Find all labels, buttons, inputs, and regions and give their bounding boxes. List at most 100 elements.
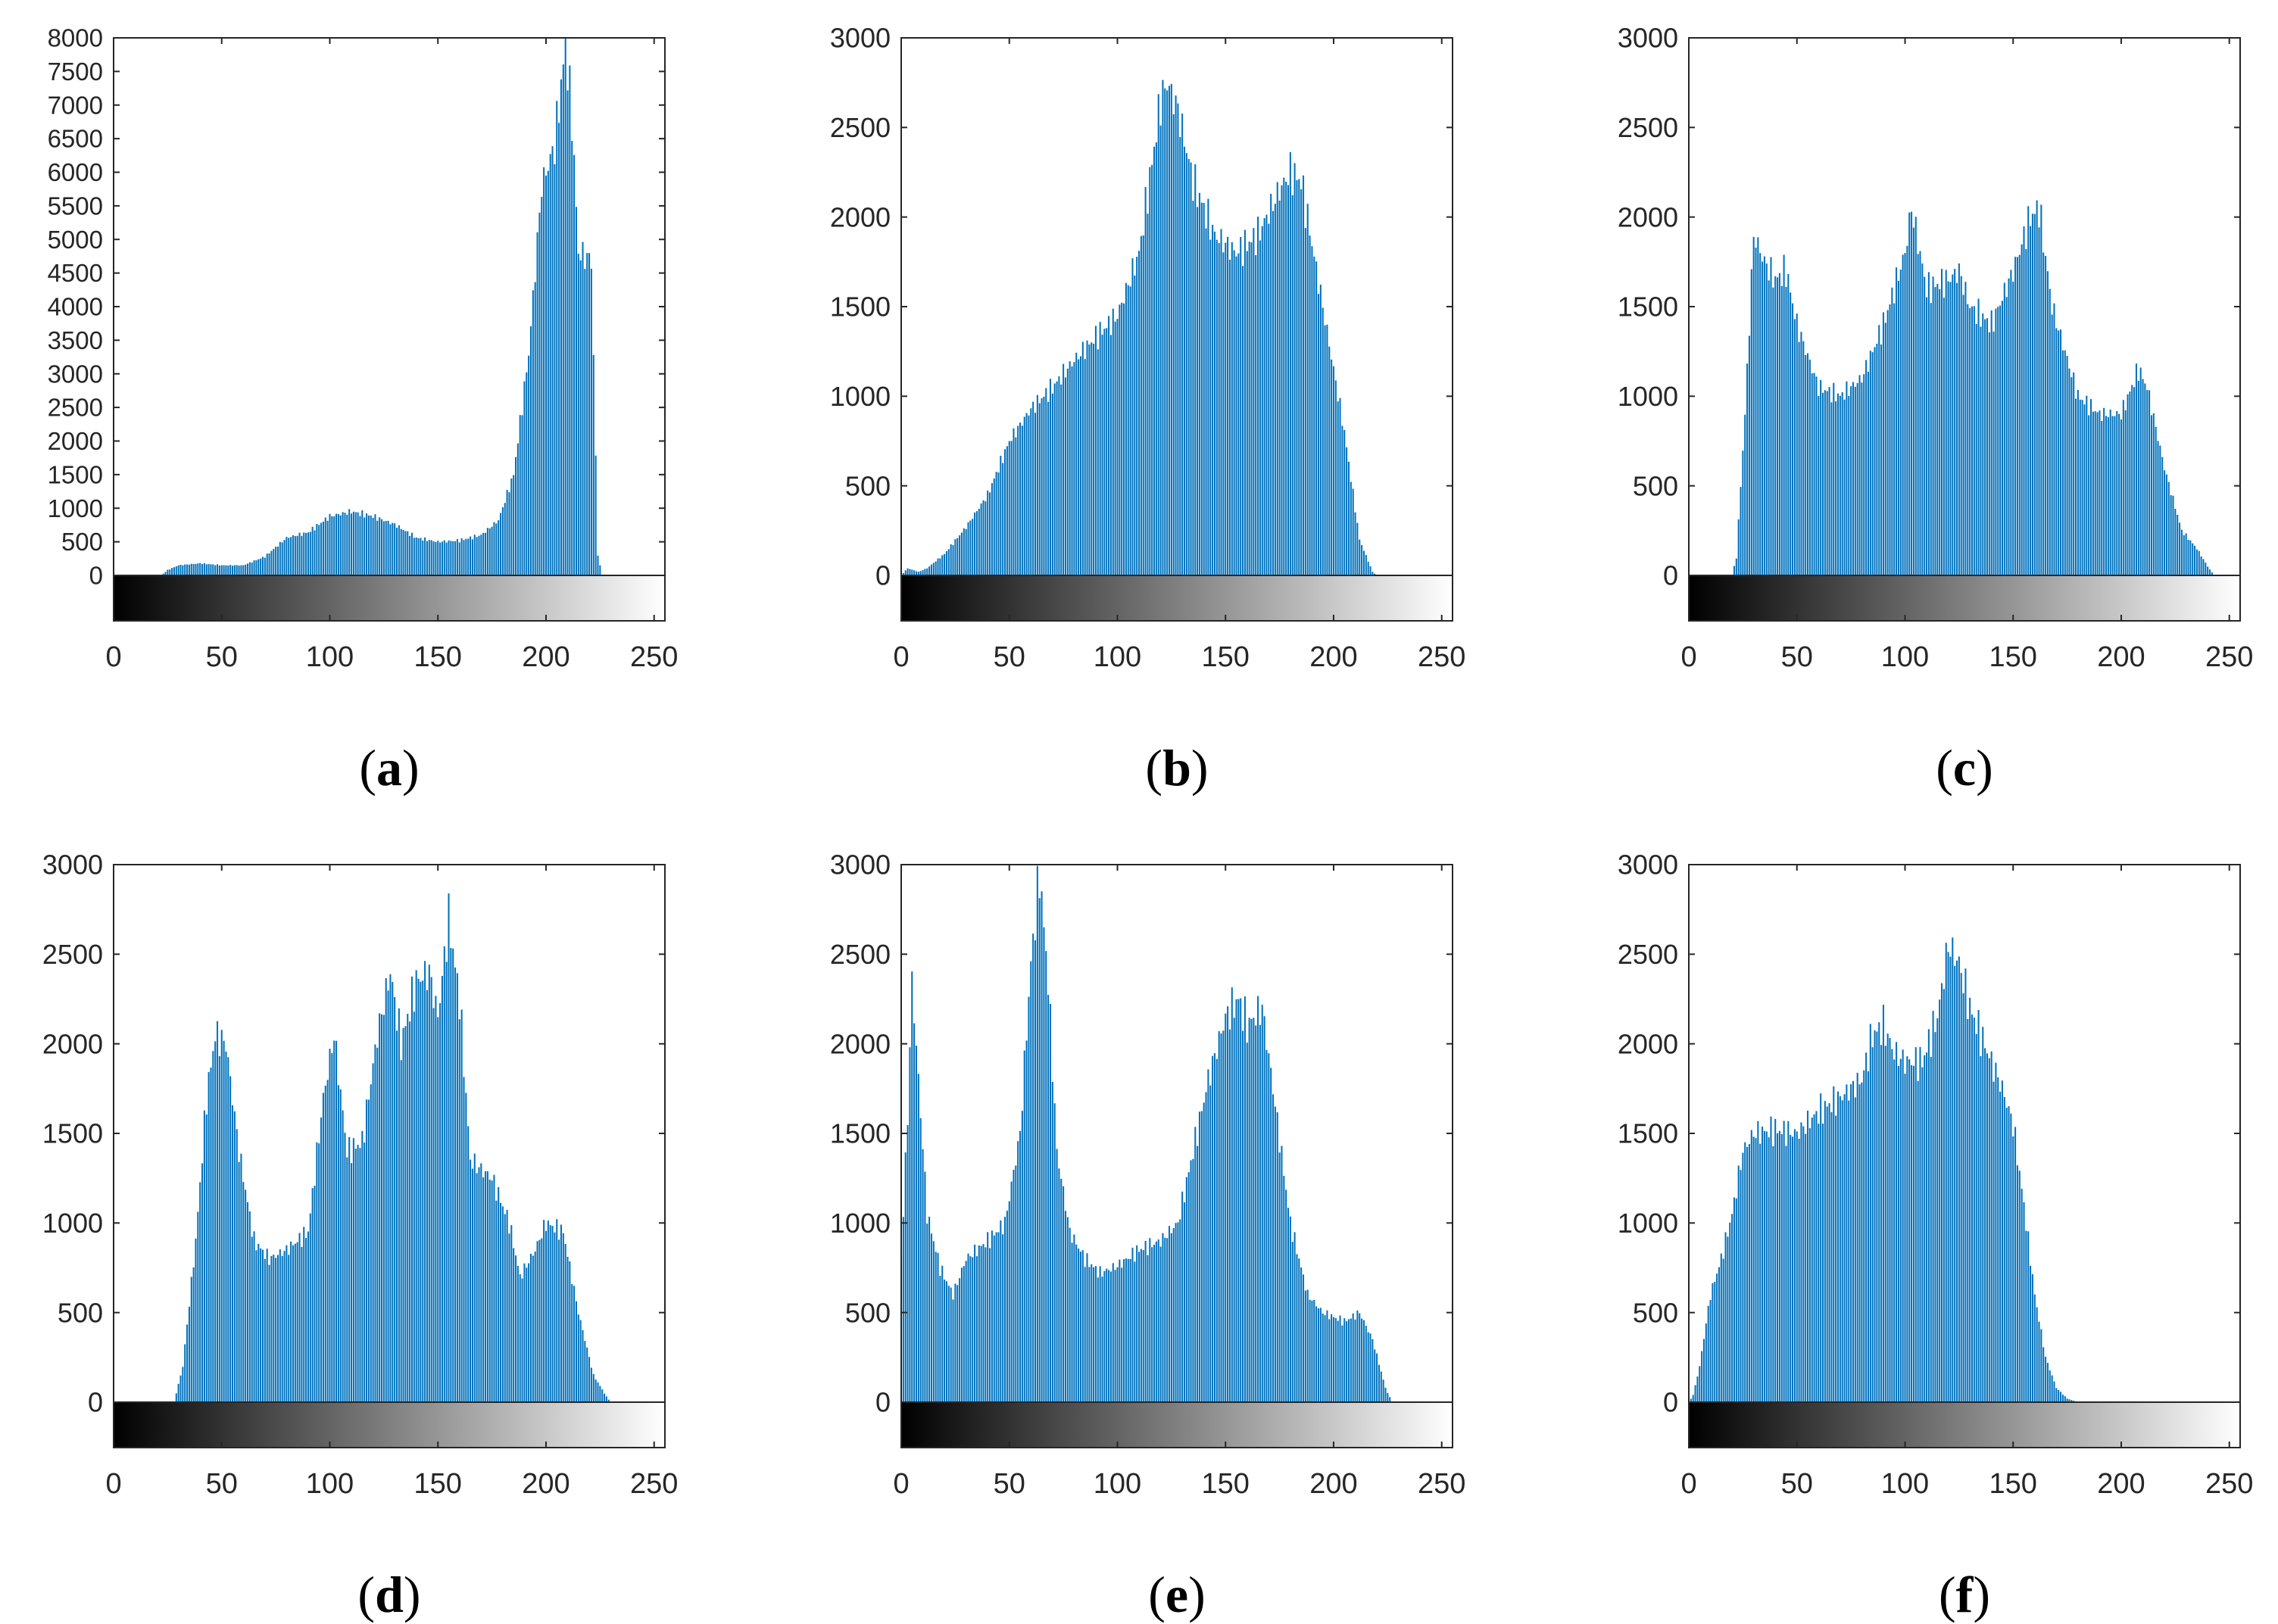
histogram-bar [504, 503, 506, 575]
histogram-bar [316, 524, 318, 575]
histogram-bar [177, 1383, 179, 1402]
histogram-bar [190, 1276, 192, 1402]
histogram-bar [1347, 461, 1350, 575]
histogram-bar [1331, 1314, 1333, 1402]
histogram-bar [223, 1040, 225, 1402]
histogram-bar [417, 538, 420, 575]
histogram-bar [937, 558, 939, 575]
histogram-bar [1702, 1339, 1705, 1402]
histogram-bar [932, 1241, 935, 1402]
histogram-bar [1116, 319, 1119, 575]
histogram-bar [1757, 237, 1759, 575]
histogram-bar [536, 232, 538, 575]
x-tick-label: 150 [414, 641, 462, 673]
histogram-bar [382, 1015, 385, 1402]
histogram-bar [286, 1245, 288, 1402]
histogram-bar [1015, 437, 1017, 575]
histogram-bar [2055, 1388, 2058, 1402]
histogram-bar [1322, 307, 1324, 575]
histogram-bar [560, 79, 562, 576]
histogram-bar [1969, 997, 1971, 1402]
histogram-bar [1696, 1376, 1699, 1402]
histogram-bar [1200, 202, 1203, 575]
y-tick-label: 2500 [1618, 939, 1678, 970]
histogram-bar [995, 1232, 997, 1402]
histogram-bar [1843, 1094, 1846, 1402]
histogram-bar [210, 1068, 212, 1402]
histogram-bar [1043, 927, 1045, 1402]
histogram-bar [508, 492, 510, 575]
histogram-bar [930, 1233, 932, 1402]
histogram-bar [1149, 1238, 1151, 1402]
histogram-bar [1990, 1051, 1992, 1402]
histogram-bar [296, 535, 298, 575]
histogram-bar [2135, 363, 2137, 575]
histogram-bar [1365, 1326, 1367, 1402]
histogram-bar [564, 38, 566, 575]
histogram-bar [2205, 563, 2207, 575]
histogram-bar [1891, 1049, 1893, 1402]
histogram-bar [1268, 223, 1270, 575]
histogram-bar [1151, 1247, 1153, 1402]
histogram-bar [331, 516, 333, 575]
histogram-bar [2187, 540, 2189, 575]
histogram-bar [1002, 1234, 1004, 1402]
histogram-bar [1056, 1149, 1058, 1402]
histogram-bar [1780, 1133, 1783, 1402]
histogram-bar [1283, 1176, 1285, 1402]
histogram-bar [1328, 1319, 1331, 1402]
histogram-bar [1796, 1131, 1798, 1402]
histogram-bars [175, 893, 610, 1402]
histogram-bar [2042, 252, 2045, 575]
grayscale-colorbar [114, 1402, 665, 1448]
histogram-bar [465, 1093, 467, 1402]
y-tick-label: 0 [875, 560, 891, 591]
histogram-bar [2070, 1400, 2073, 1402]
histogram-bar [1317, 1308, 1320, 1402]
caption-open-paren: ( [1145, 739, 1163, 796]
histogram-bar [1168, 86, 1171, 576]
histogram-bar [930, 564, 932, 575]
histogram-bar [1389, 1397, 1391, 1402]
histogram-bar [253, 1231, 255, 1402]
histogram-bar [2012, 1136, 2014, 1402]
histogram-bar [1289, 151, 1291, 576]
histogram-bar [305, 1238, 307, 1402]
histogram-bar [1952, 937, 1954, 1402]
histogram-bar [1798, 1138, 1800, 1402]
histogram-bar [1144, 187, 1147, 575]
histogram-bar [967, 1253, 969, 1402]
histogram-bar [329, 1049, 331, 1402]
histogram-bar [1058, 1168, 1060, 1402]
histogram-bars [902, 79, 1376, 576]
histogram-bar [1729, 1222, 1731, 1402]
histogram-bar [1309, 1299, 1311, 1402]
histogram-bar [225, 1051, 227, 1402]
caption-close-paren: ) [1188, 1566, 1206, 1623]
histogram-bar [1147, 1255, 1149, 1402]
y-tick-label: 1000 [830, 1208, 891, 1239]
histogram-bar [1878, 325, 1880, 575]
histogram-bar [1053, 1103, 1056, 1402]
histogram-bar [2174, 509, 2177, 575]
histogram-bar [545, 175, 548, 575]
histogram-bar [1114, 1270, 1116, 1402]
histogram-bar [1242, 1030, 1244, 1402]
histogram-bar [989, 492, 991, 575]
histogram-bars [1733, 200, 2213, 575]
histogram-bar [379, 1013, 381, 1402]
histogram-bar [993, 1235, 995, 1402]
histogram-bar [1136, 257, 1138, 575]
histogram-bar [240, 565, 242, 575]
histogram-bar [1992, 331, 1995, 575]
histogram-bar [1190, 162, 1192, 576]
histogram-bar [1858, 1084, 1861, 1402]
histogram-bar [2079, 399, 2081, 575]
histogram-bar [1099, 322, 1101, 575]
histogram-bar [928, 1217, 931, 1402]
histogram-bar [1032, 934, 1034, 1402]
y-tick-label: 3000 [1618, 23, 1678, 54]
histogram-bar [367, 1099, 370, 1402]
histogram-bar [2096, 412, 2099, 575]
caption-letter: f [1955, 1566, 1974, 1623]
